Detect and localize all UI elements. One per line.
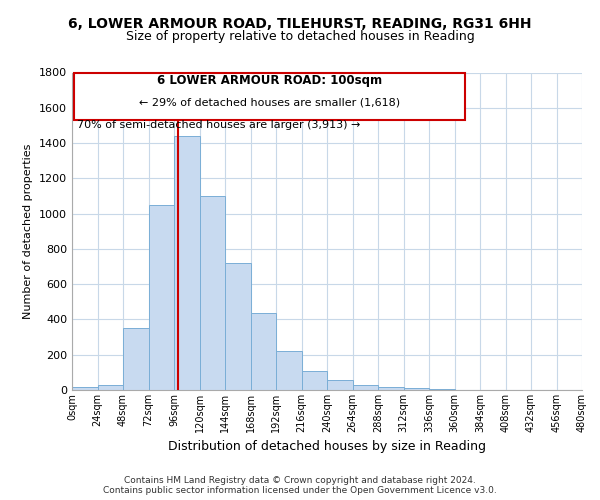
Bar bbox=[225, 263, 251, 390]
X-axis label: Distribution of detached houses by size in Reading: Distribution of detached houses by size … bbox=[168, 440, 486, 454]
Bar bbox=[429, 389, 455, 390]
Bar bbox=[302, 372, 327, 390]
Bar bbox=[327, 380, 353, 390]
Text: 70% of semi-detached houses are larger (3,913) →: 70% of semi-detached houses are larger (… bbox=[77, 120, 360, 130]
Text: Contains HM Land Registry data © Crown copyright and database right 2024.
Contai: Contains HM Land Registry data © Crown c… bbox=[103, 476, 497, 495]
Bar bbox=[378, 388, 404, 390]
Bar bbox=[276, 351, 302, 390]
Text: 6 LOWER ARMOUR ROAD: 100sqm: 6 LOWER ARMOUR ROAD: 100sqm bbox=[157, 74, 382, 87]
Bar bbox=[251, 314, 276, 390]
Y-axis label: Number of detached properties: Number of detached properties bbox=[23, 144, 34, 319]
Bar bbox=[174, 136, 199, 390]
Bar bbox=[199, 196, 225, 390]
Bar bbox=[123, 328, 149, 390]
Bar bbox=[74, 72, 465, 120]
Text: ← 29% of detached houses are smaller (1,618): ← 29% of detached houses are smaller (1,… bbox=[139, 98, 400, 108]
Bar bbox=[404, 388, 429, 390]
Text: 6, LOWER ARMOUR ROAD, TILEHURST, READING, RG31 6HH: 6, LOWER ARMOUR ROAD, TILEHURST, READING… bbox=[68, 18, 532, 32]
Bar bbox=[353, 384, 378, 390]
Text: Size of property relative to detached houses in Reading: Size of property relative to detached ho… bbox=[125, 30, 475, 43]
Bar bbox=[149, 205, 174, 390]
Bar bbox=[72, 388, 97, 390]
Bar bbox=[97, 384, 123, 390]
